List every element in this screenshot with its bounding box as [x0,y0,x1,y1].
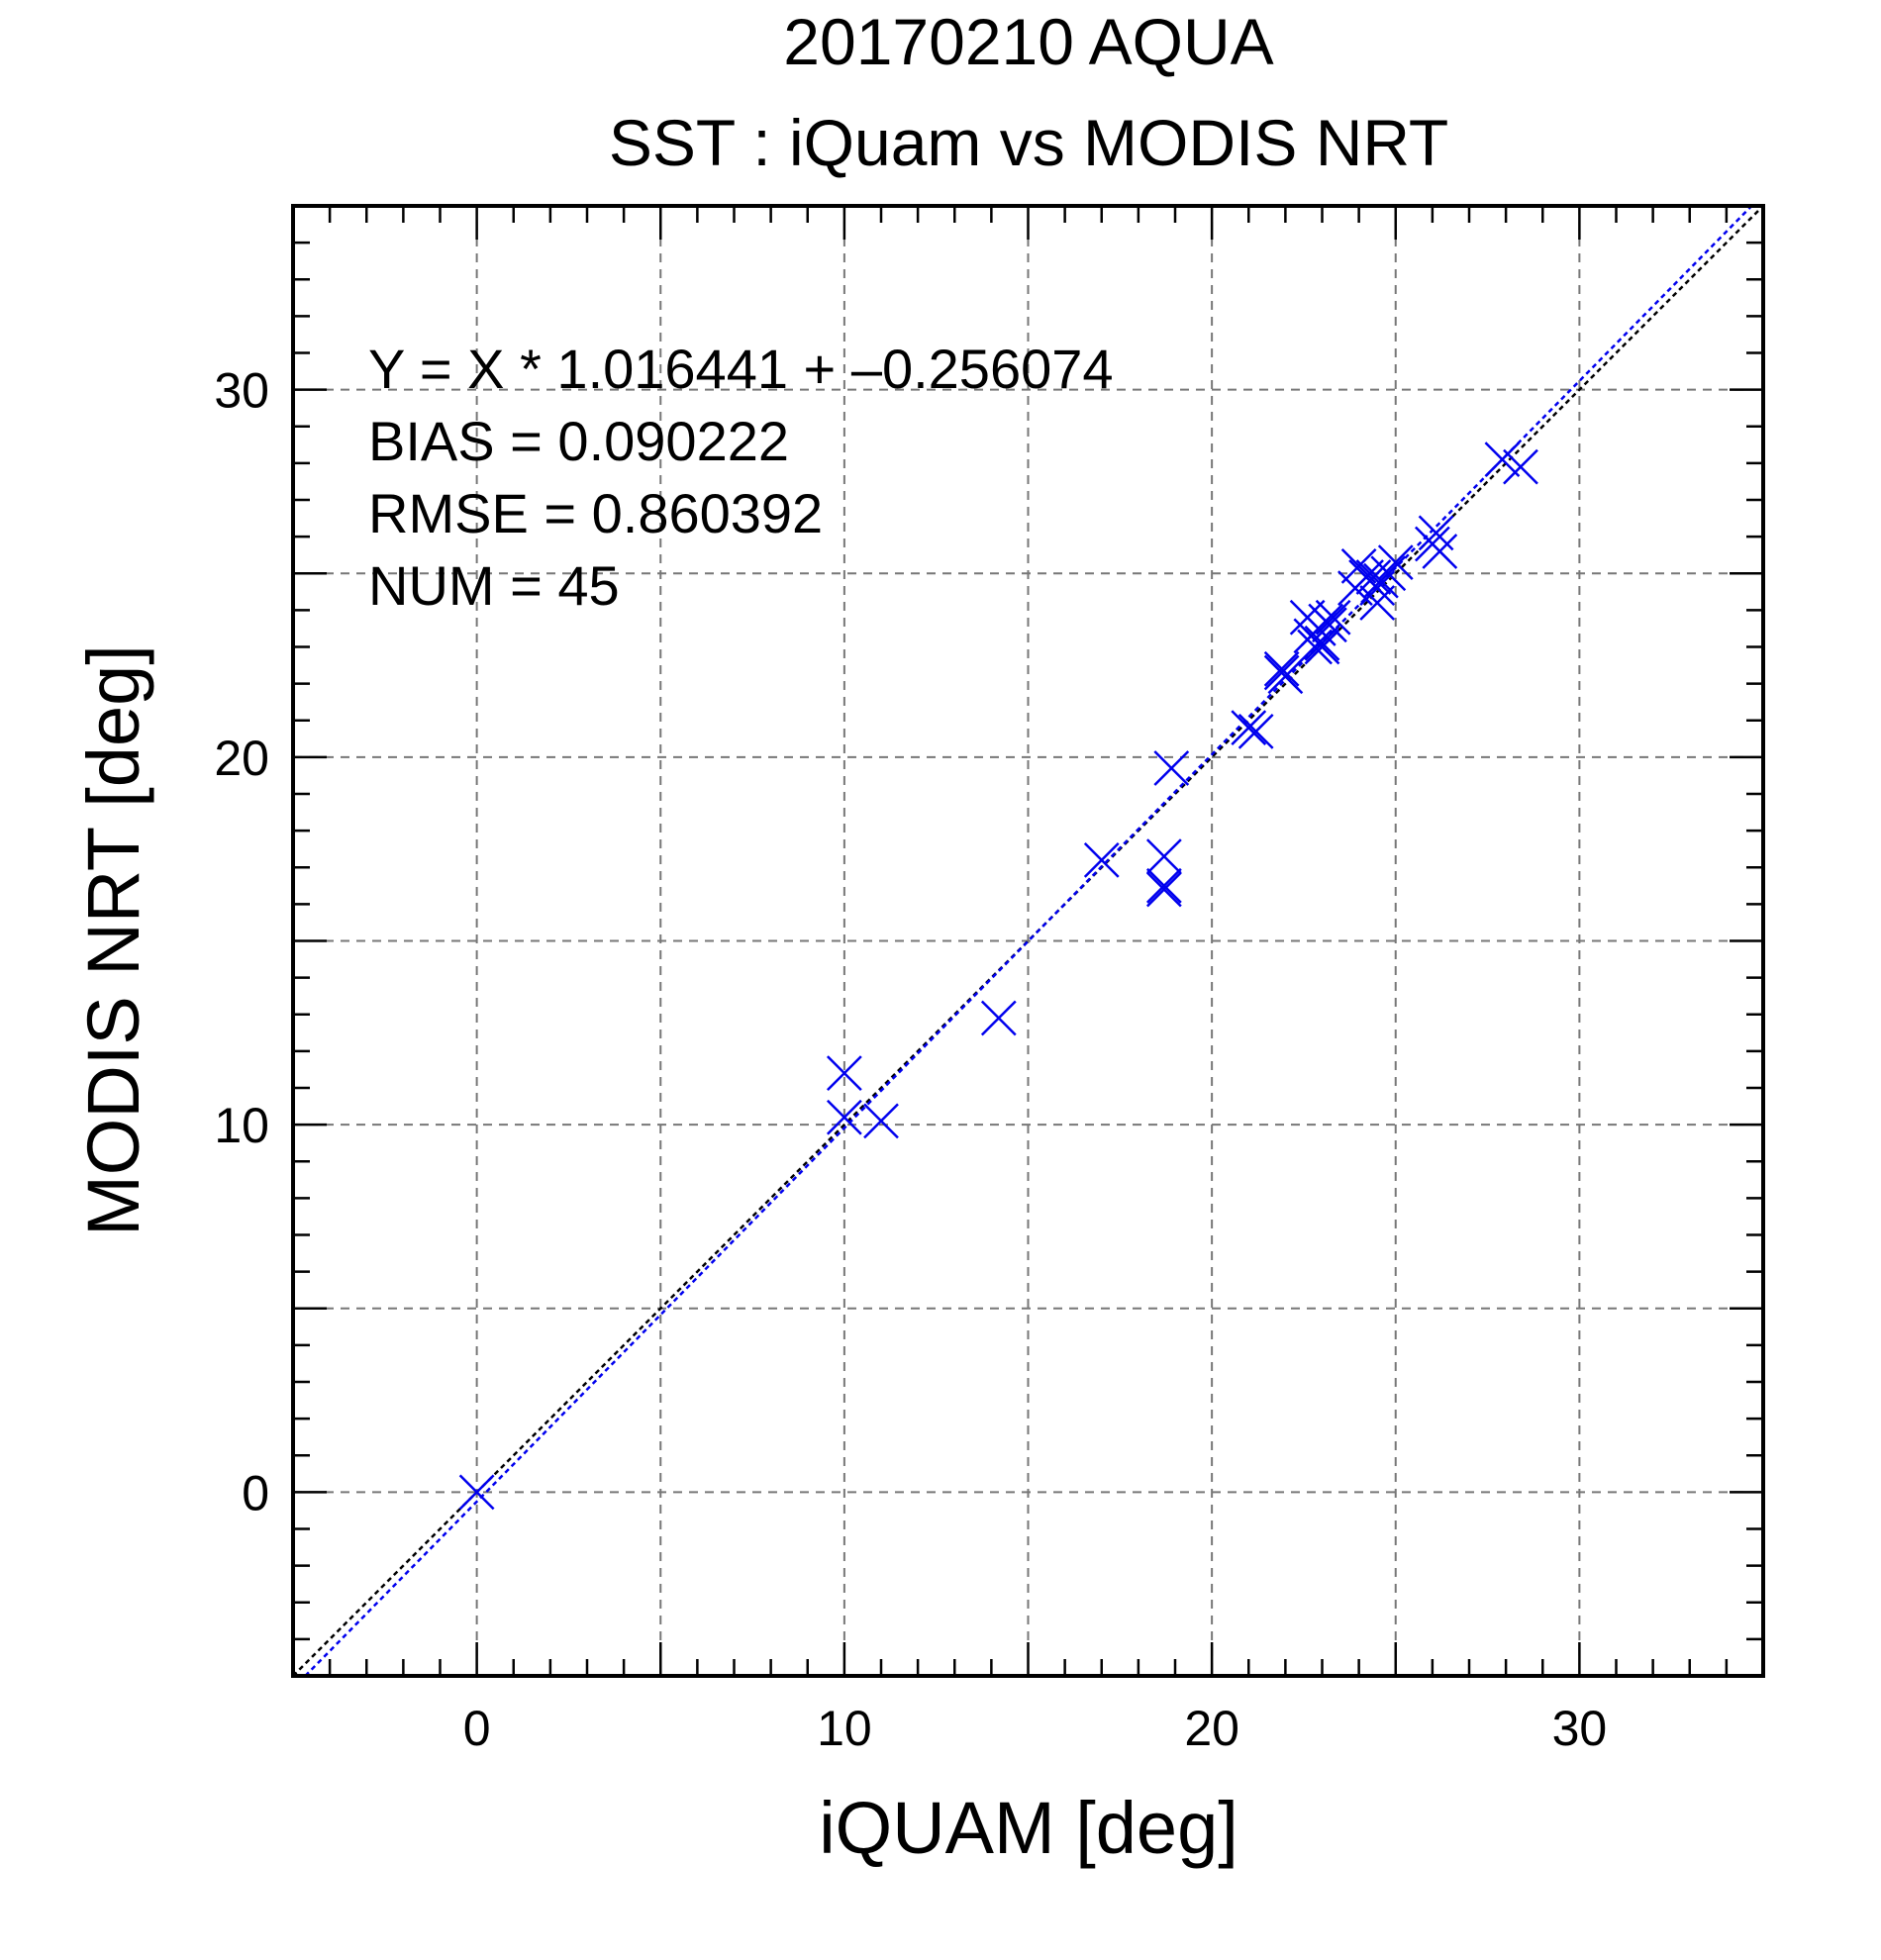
reference-lines [292,205,1764,1677]
data-point [1422,534,1458,569]
y-tick-label: 20 [214,731,269,786]
data-point [1377,544,1414,580]
data-point [1312,607,1347,643]
y-tick-label: 10 [214,1098,269,1153]
chart-title: 20170210 AQUA [783,5,1273,78]
data-point [1267,658,1304,695]
data-point [1315,599,1351,636]
x-tick-label: 20 [1184,1701,1239,1756]
one-to-one-line [292,205,1764,1677]
data-point [1263,650,1300,687]
data-point [1231,710,1267,746]
data-point [1304,629,1340,665]
data-point [1083,841,1120,878]
stats-annotation: Y = X * 1.016441 + –0.256074 BIAS = 0.090… [368,338,1114,617]
data-point [826,1055,862,1092]
data-point [1484,441,1521,478]
data-point [1340,547,1377,584]
data-point [1153,750,1190,786]
data-point [1145,871,1182,908]
x-axis-label: iQUAM [deg] [819,1787,1238,1869]
stats-line: BIAS = 0.090222 [368,410,789,472]
x-tick-labels: 0 10 20 30 [463,1701,1607,1756]
data-point [1359,585,1396,621]
y-axis-label: MODIS NRT [deg] [72,644,154,1236]
y-tick-labels: 0 10 20 30 [214,363,269,1521]
x-tick-label: 30 [1552,1701,1608,1756]
data-point [1145,867,1182,904]
data-point [1359,570,1396,606]
grid [293,206,1763,1676]
data-point [458,1474,495,1511]
data-points [458,441,1538,1511]
data-point [980,1000,1017,1036]
data-point [826,1099,862,1135]
y-tick-label: 30 [214,363,269,419]
chart-subtitle: SST : iQuam vs MODIS NRT [609,106,1448,179]
axis-ticks [291,204,1765,1678]
x-tick-label: 10 [817,1701,872,1756]
x-tick-label: 0 [463,1701,491,1756]
data-point [863,1103,899,1139]
data-point [1370,555,1407,592]
data-point [1503,448,1538,485]
stats-line: Y = X * 1.016441 + –0.256074 [368,338,1114,400]
y-tick-label: 0 [242,1465,269,1520]
stats-line: NUM = 45 [368,554,620,617]
data-point [1238,714,1274,749]
data-point [1145,838,1182,874]
data-point [1304,625,1340,661]
stats-line: RMSE = 0.860392 [368,482,823,544]
